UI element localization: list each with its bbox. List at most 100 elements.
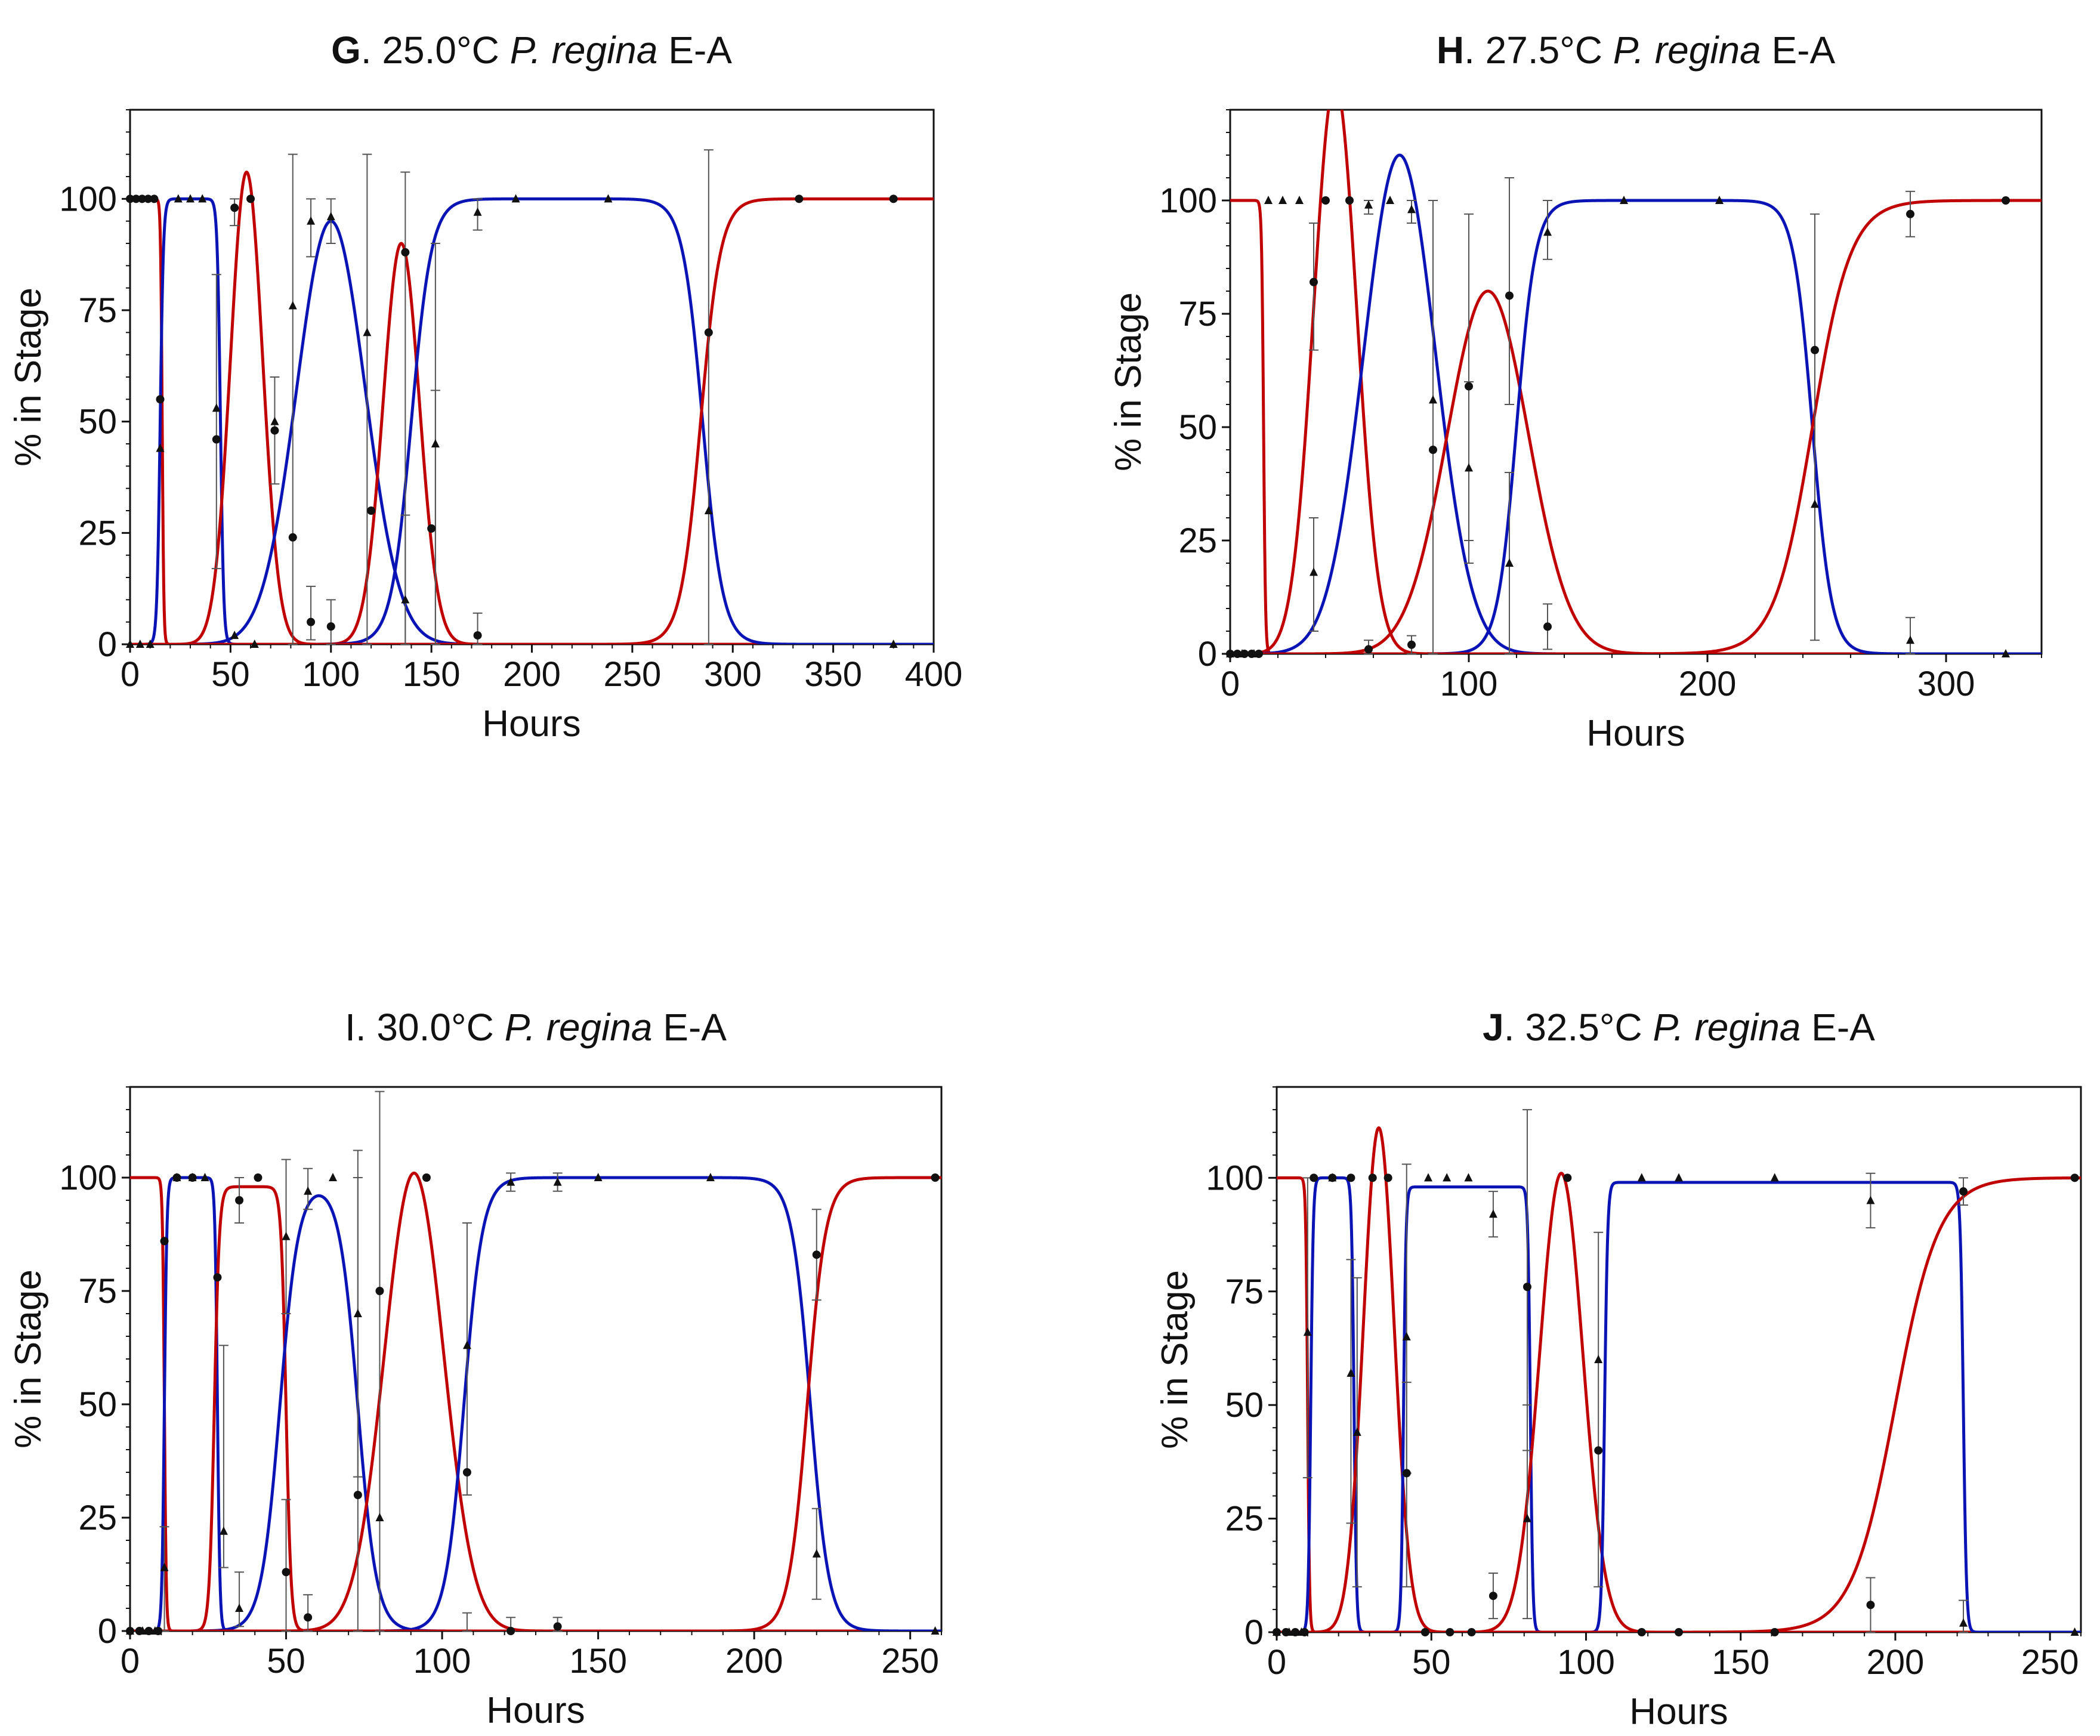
red-stage-curve bbox=[1230, 110, 2042, 654]
triangle-data-point bbox=[288, 301, 297, 310]
triangle-data-point bbox=[1407, 205, 1416, 214]
y-tick-label: 75 bbox=[1225, 1272, 1264, 1311]
circle-data-point bbox=[795, 194, 804, 203]
circle-data-point bbox=[1811, 345, 1819, 354]
x-axis-label: Hours bbox=[482, 703, 580, 745]
circle-data-point bbox=[812, 1250, 821, 1259]
triangle-data-point bbox=[1250, 649, 1258, 657]
circle-data-point bbox=[1347, 1173, 1355, 1182]
x-tick-label: 150 bbox=[569, 1642, 627, 1681]
circle-data-point bbox=[1675, 1628, 1683, 1636]
plot-marks bbox=[1230, 110, 2042, 654]
triangle-data-point bbox=[138, 1626, 147, 1635]
triangle-data-point bbox=[1637, 1173, 1646, 1182]
y-tick-label: 75 bbox=[78, 291, 117, 330]
plot-marks bbox=[130, 1171, 941, 1631]
circle-data-point bbox=[1321, 196, 1330, 205]
error-bar bbox=[1505, 177, 1514, 405]
title-species: P. regina bbox=[1653, 1006, 1801, 1049]
circle-data-point bbox=[307, 617, 316, 626]
x-tick-label: 350 bbox=[804, 655, 862, 694]
triangle-data-point bbox=[135, 640, 144, 648]
error-bar bbox=[230, 198, 240, 227]
circle-data-point bbox=[1543, 622, 1552, 631]
title-suffix: E-A bbox=[1761, 29, 1836, 72]
chart-title: G. 25.0°C P. regina E-A bbox=[331, 29, 732, 72]
circle-data-point bbox=[462, 1468, 471, 1476]
triangle-data-point bbox=[2002, 649, 2010, 657]
blue-stage-curve bbox=[1230, 153, 2042, 654]
chart-title: H. 27.5°C P. regina E-A bbox=[1437, 29, 1836, 72]
y-tick-label: 100 bbox=[1206, 1159, 1264, 1197]
y-tick-label: 25 bbox=[1225, 1500, 1264, 1539]
y-tick-label: 25 bbox=[78, 1499, 117, 1537]
triangle-data-point bbox=[1402, 1332, 1411, 1340]
triangle-data-point bbox=[160, 1562, 169, 1571]
circle-data-point bbox=[144, 194, 153, 203]
triangle-data-point bbox=[174, 194, 183, 203]
triangle-data-point bbox=[706, 1173, 715, 1181]
triangle-data-point bbox=[363, 328, 372, 336]
triangle-data-point bbox=[146, 640, 155, 648]
error-bar bbox=[1522, 1404, 1532, 1620]
triangle-data-point bbox=[1543, 227, 1552, 236]
circle-data-point bbox=[401, 248, 410, 257]
x-tick-label: 200 bbox=[1679, 665, 1737, 703]
title-temperature: . 25.0°C bbox=[361, 29, 510, 72]
x-tick-label: 200 bbox=[1867, 1643, 1925, 1682]
triangle-data-point bbox=[1310, 567, 1318, 576]
y-tick-label: 25 bbox=[78, 514, 117, 552]
triangle-data-point bbox=[1386, 196, 1394, 204]
triangle-data-point bbox=[931, 1626, 940, 1635]
error-bar bbox=[462, 1222, 472, 1496]
red-stage-curve bbox=[130, 197, 934, 644]
y-tick-label: 50 bbox=[78, 1385, 117, 1424]
x-tick-label: 50 bbox=[211, 655, 250, 694]
red-stage-curve bbox=[130, 197, 934, 644]
triangle-data-point bbox=[1959, 1618, 1968, 1627]
triangle-data-point bbox=[889, 640, 898, 648]
circle-data-point bbox=[1420, 1628, 1429, 1636]
blue-stage-curve bbox=[130, 197, 934, 644]
blue-stage-curve bbox=[1277, 1185, 2081, 1632]
x-tick-label: 50 bbox=[1412, 1643, 1451, 1682]
x-tick-label: 0 bbox=[121, 1642, 140, 1681]
x-tick-label: 50 bbox=[267, 1642, 305, 1681]
circle-data-point bbox=[473, 631, 482, 640]
triangle-data-point bbox=[188, 1173, 197, 1181]
plot-frame bbox=[129, 1086, 943, 1632]
triangle-data-point bbox=[304, 1186, 313, 1195]
circle-data-point bbox=[1522, 1283, 1531, 1292]
error-bar bbox=[430, 390, 440, 645]
triangle-data-point bbox=[1424, 1173, 1433, 1182]
x-tick-label: 200 bbox=[725, 1642, 783, 1681]
red-stage-curve bbox=[1230, 289, 2042, 654]
triangle-data-point bbox=[1352, 1427, 1361, 1436]
triangle-data-point bbox=[1770, 1173, 1779, 1182]
circle-data-point bbox=[1446, 1628, 1454, 1636]
circle-data-point bbox=[1310, 277, 1318, 286]
circle-data-point bbox=[254, 1173, 262, 1182]
circle-data-point bbox=[1563, 1173, 1572, 1182]
triangle-data-point bbox=[230, 631, 239, 640]
triangle-data-point bbox=[1328, 1173, 1337, 1182]
error-bar bbox=[1309, 223, 1318, 351]
y-tick-label: 0 bbox=[98, 625, 117, 664]
error-bar bbox=[472, 612, 483, 645]
x-tick-label: 300 bbox=[1917, 665, 1975, 703]
triangle-data-point bbox=[1443, 1173, 1452, 1182]
plot-marks bbox=[1277, 1126, 2081, 1632]
circle-data-point bbox=[2070, 1173, 2079, 1182]
error-bar bbox=[462, 1612, 472, 1632]
circle-data-point bbox=[1364, 645, 1373, 654]
x-axis-label: Hours bbox=[486, 1690, 585, 1731]
triangle-data-point bbox=[1295, 196, 1304, 204]
axis-ticks: 0 25 50 75 100 0 50 100 150 200 250 300 350 400 bbox=[59, 109, 962, 694]
triangle-data-point bbox=[1620, 196, 1628, 204]
triangle-data-point bbox=[219, 1526, 228, 1535]
error-bar bbox=[1346, 1259, 1356, 1524]
circle-data-point bbox=[326, 622, 335, 631]
error-bar bbox=[703, 149, 714, 645]
y-tick-label: 100 bbox=[1159, 181, 1217, 220]
triangle-data-point bbox=[156, 443, 165, 452]
